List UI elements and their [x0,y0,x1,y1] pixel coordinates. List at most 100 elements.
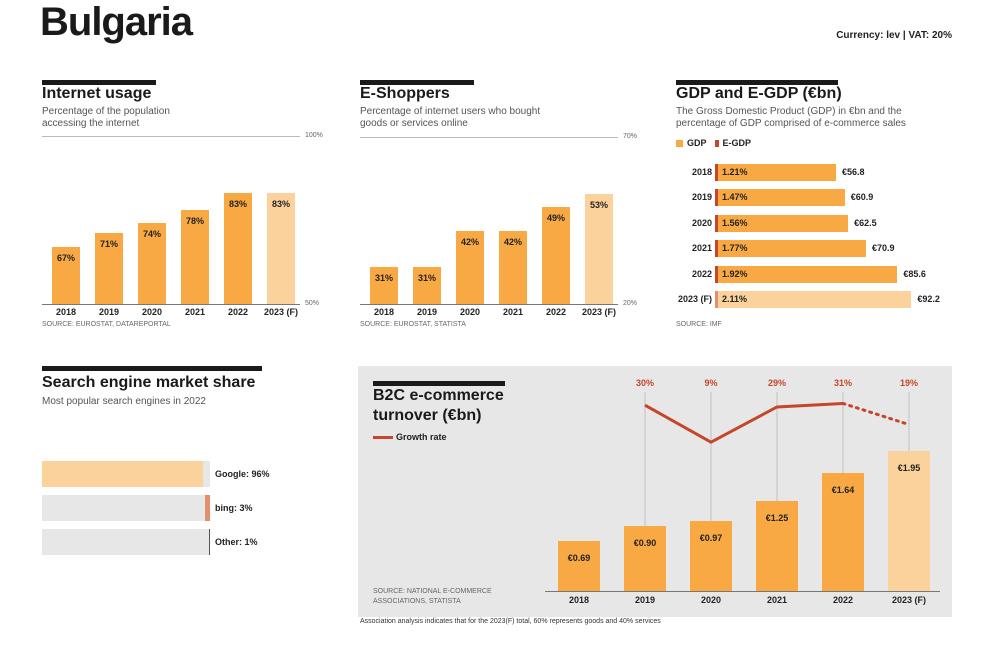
gdp-legend: GDP E-GDP [676,138,751,148]
search-title: Search engine market share [42,374,256,391]
gdp-label: €62.5 [854,217,877,228]
y-tick-label: 2023 (F) [677,294,712,304]
internet-title: Internet usage [42,85,152,102]
bar [95,233,123,304]
search-bar-fill [42,461,204,487]
gdp-bar [715,164,836,181]
gridline-top [360,137,618,138]
bar [267,193,295,304]
bar [558,541,600,591]
bar-value-label: 31% [374,273,393,284]
bar-value-label: €1.64 [831,485,855,496]
egdp-label: 1.77% [722,243,748,254]
bar-value-label: 83% [228,199,247,210]
y-tick-label: 2022 [691,268,712,279]
section-bar [676,80,838,85]
x-tick-label: 2018 [373,307,395,317]
egdp-label: 1.21% [722,167,748,177]
x-tick-label: 2021 [184,307,206,317]
eshoppers-title: E-Shoppers [360,85,450,102]
x-tick-label: 2022 [545,307,567,317]
b2c-title: B2C e-commerce turnover (€bn) [373,387,504,424]
growth-label: 29% [767,378,786,388]
search-label: bing: 3% [215,503,253,513]
bar [370,267,398,304]
egdp-bar [715,240,718,258]
eshoppers-subtitle: Percentage of internet users who bought … [360,106,541,129]
growth-line-forecast [841,401,911,427]
b2c-source: SOURCE: NATIONAL E-COMMERCE ASSOCIATIONS… [373,588,492,605]
egdp-bar [715,189,718,207]
footnote: Association analysis indicates that for … [360,618,661,625]
legend-label-egdp: E-GDP [722,138,752,148]
search-label: Other: 1% [215,537,258,547]
bar-value-label: 42% [460,236,479,247]
section-bar [373,381,505,386]
egdp-bar [715,164,718,181]
gdp-bar [715,189,845,207]
egdp-label: 1.47% [722,192,748,203]
growth-label: 9% [704,378,718,388]
x-tick-label: 2018 [568,595,590,605]
bar-value-label: 83% [271,199,290,210]
bar [456,230,484,304]
search-bar-track [42,529,210,555]
bar [888,450,930,591]
gdp-subtitle: The Gross Domestic Product (GDP) in €bn … [676,106,906,129]
bar [138,223,166,304]
bar [52,246,80,304]
eshoppers-source: SOURCE: EUROSTAT, STATISTA [360,321,466,328]
x-tick-label: 2023 (F) [891,595,926,605]
egdp-label: 1.56% [722,217,748,228]
gdp-label: €60.9 [850,192,874,203]
bar [585,193,613,304]
y-tick-label: 2020 [691,217,712,228]
growth-line [644,401,844,444]
bar [624,526,666,591]
bar-value-label: 67% [56,252,75,263]
x-tick-label: 2019 [634,595,656,605]
egdp-bar [715,214,718,232]
bar-value-label: 53% [589,199,608,210]
b2c-legend: Growth rate [373,432,447,442]
bar [542,207,570,304]
egdp-label: 1.92% [722,268,748,279]
search-subtitle: Most popular search engines in 2022 [42,396,206,407]
gdp-label: €70.9 [872,243,895,254]
search-label: Google: 96% [215,469,270,479]
gdp-source: SOURCE: IMF [676,321,722,328]
legend-label-growth: Growth rate [396,432,447,442]
ytick-top: 70% [623,133,638,140]
gdp-bar [715,240,867,258]
bar [224,193,252,304]
x-tick-label: 2021 [502,307,524,317]
gdp-label: €85.6 [903,268,926,279]
gdp-label: €92.2 [917,294,940,304]
currency-vat: Currency: lev | VAT: 20% [836,30,952,41]
x-tick-label: 2019 [416,307,438,317]
bar-value-label: 42% [503,236,522,247]
legend-swatch-egdp [714,139,719,147]
bar-value-label: 74% [142,229,161,240]
ytick-bottom: 20% [623,300,638,307]
legend-swatch-gdp [676,139,683,147]
bar-value-label: €0.90 [633,538,657,549]
bar [499,230,527,304]
baseline [42,304,300,305]
section-bar [42,366,262,371]
bar-value-label: 31% [417,273,436,284]
ytick-top: 100% [305,132,323,139]
bar [413,267,441,304]
bar [756,501,798,591]
search-bar-fill [205,495,210,521]
x-tick-label: 2022 [227,307,249,317]
egdp-bar [715,291,718,308]
bar [181,209,209,304]
bar-value-label: €1.95 [897,462,921,473]
bar [822,473,864,591]
bar-value-label: €1.25 [765,513,789,524]
x-tick-label: 2021 [766,595,788,605]
internet-source: SOURCE: EUROSTAT, DATAREPORTAL [42,321,171,328]
internet-subtitle: Percentage of the population accessing t… [42,106,170,129]
